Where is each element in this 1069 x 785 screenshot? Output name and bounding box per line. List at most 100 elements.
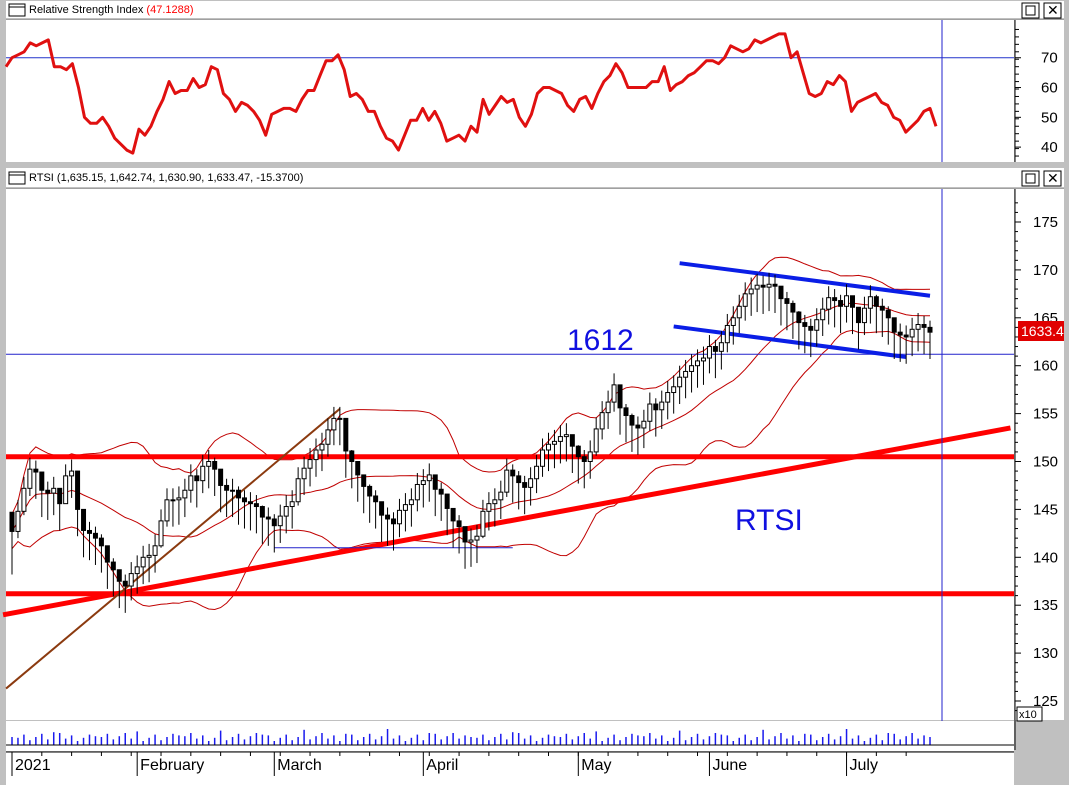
candle-body xyxy=(81,508,87,531)
candle-body xyxy=(551,440,557,445)
month-label: May xyxy=(581,757,611,774)
volume-bars xyxy=(6,729,1014,746)
candle-body xyxy=(9,511,15,532)
channel-lower-line xyxy=(673,324,907,360)
candle-body xyxy=(51,487,57,494)
candle-body xyxy=(75,470,81,510)
price-tick-label: 135 xyxy=(1033,597,1058,614)
candle-body xyxy=(760,284,766,288)
candle-body xyxy=(98,537,104,547)
rsi-axis-area xyxy=(1015,20,1064,162)
candle-body xyxy=(808,325,814,331)
candle-body xyxy=(557,436,563,442)
candle-body xyxy=(170,499,176,502)
candle-body xyxy=(45,489,51,494)
candle-body xyxy=(414,483,420,501)
window-icon xyxy=(8,3,26,17)
price-close-button[interactable]: ✕ xyxy=(1043,170,1062,187)
channel-upper-line xyxy=(679,261,931,298)
candle-body xyxy=(832,297,838,302)
price-tick-label: 145 xyxy=(1033,501,1058,518)
rsi-line xyxy=(4,32,938,155)
candle-body xyxy=(301,467,307,480)
rsi-restore-button[interactable] xyxy=(1021,2,1040,19)
price-title: RTSI (1,635.15, 1,642.74, 1,630.90, 1,63… xyxy=(29,172,303,184)
price-tick-label: 170 xyxy=(1033,262,1058,279)
candle-body xyxy=(844,295,850,307)
price-restore-button[interactable] xyxy=(1021,170,1040,187)
candle-body xyxy=(790,302,796,313)
candle-body xyxy=(605,401,611,414)
rsi-close-button[interactable]: ✕ xyxy=(1043,2,1062,19)
candle-body xyxy=(581,456,587,462)
candle-body xyxy=(540,449,546,467)
candle-body xyxy=(39,471,45,491)
candle-body xyxy=(534,465,540,480)
candle-body xyxy=(361,474,367,487)
month-label: 2021 xyxy=(15,757,51,774)
candle-body xyxy=(230,489,236,492)
candle-body xyxy=(86,529,92,534)
candle-body xyxy=(325,429,331,445)
candle-body xyxy=(593,428,599,453)
candle-body xyxy=(63,475,69,505)
candle-body xyxy=(247,501,253,505)
candle-body xyxy=(909,328,915,338)
candle-body xyxy=(885,309,891,319)
candle-body xyxy=(545,443,551,451)
candle-body xyxy=(796,311,802,324)
candle-body xyxy=(146,554,152,558)
candle-body xyxy=(140,556,146,568)
candle-body xyxy=(748,288,754,295)
price-tick-label: 140 xyxy=(1033,549,1058,566)
candle-body xyxy=(241,497,247,503)
candle-body xyxy=(259,506,265,518)
candle-body xyxy=(766,283,772,288)
last-price-tag: 1633.4 xyxy=(1018,321,1064,341)
candle-body xyxy=(772,283,778,287)
candle-body xyxy=(873,296,879,307)
candle-body xyxy=(528,478,534,488)
rsi-plot-area xyxy=(6,20,1014,162)
candle-body xyxy=(438,488,444,495)
price-panel: RTSI (1,635.15, 1,642.74, 1,630.90, 1,63… xyxy=(2,168,1064,750)
candle-body xyxy=(861,307,867,324)
candle-body xyxy=(295,478,301,503)
candle-body xyxy=(152,545,158,556)
candle-body xyxy=(236,489,242,499)
candle-body xyxy=(480,510,486,537)
candle-body xyxy=(319,443,325,451)
rsi-plot xyxy=(4,20,1014,162)
rsi-y-axis: 40 50 60 70 xyxy=(1014,20,1058,162)
candle-body xyxy=(420,480,426,485)
close-icon: ✕ xyxy=(1047,170,1059,186)
scale-note-label: x10 xyxy=(1019,709,1037,721)
candle-body xyxy=(349,450,355,463)
scale-note: x10 xyxy=(1016,706,1043,722)
candle-body xyxy=(569,434,575,447)
candle-body xyxy=(69,470,75,477)
candle-body xyxy=(343,417,349,452)
candle-body xyxy=(379,501,385,516)
candle-body xyxy=(134,566,140,575)
candle-body xyxy=(742,293,748,307)
candle-body xyxy=(915,324,921,330)
candle-body xyxy=(402,504,408,511)
candle-body xyxy=(629,415,635,426)
candle-body xyxy=(575,445,581,458)
candle-body xyxy=(92,532,98,539)
candle-body xyxy=(647,403,653,422)
candle-body xyxy=(587,451,593,463)
candle-body xyxy=(182,489,188,499)
candle-body xyxy=(128,573,134,587)
candle-body xyxy=(712,346,718,352)
candle-body xyxy=(921,324,927,328)
candle-body xyxy=(891,317,897,333)
candle-body xyxy=(677,376,683,388)
month-label: June xyxy=(712,757,747,774)
candle-body xyxy=(158,520,164,547)
candle-body xyxy=(337,417,343,420)
candle-body xyxy=(623,407,629,417)
candle-body xyxy=(396,509,402,525)
